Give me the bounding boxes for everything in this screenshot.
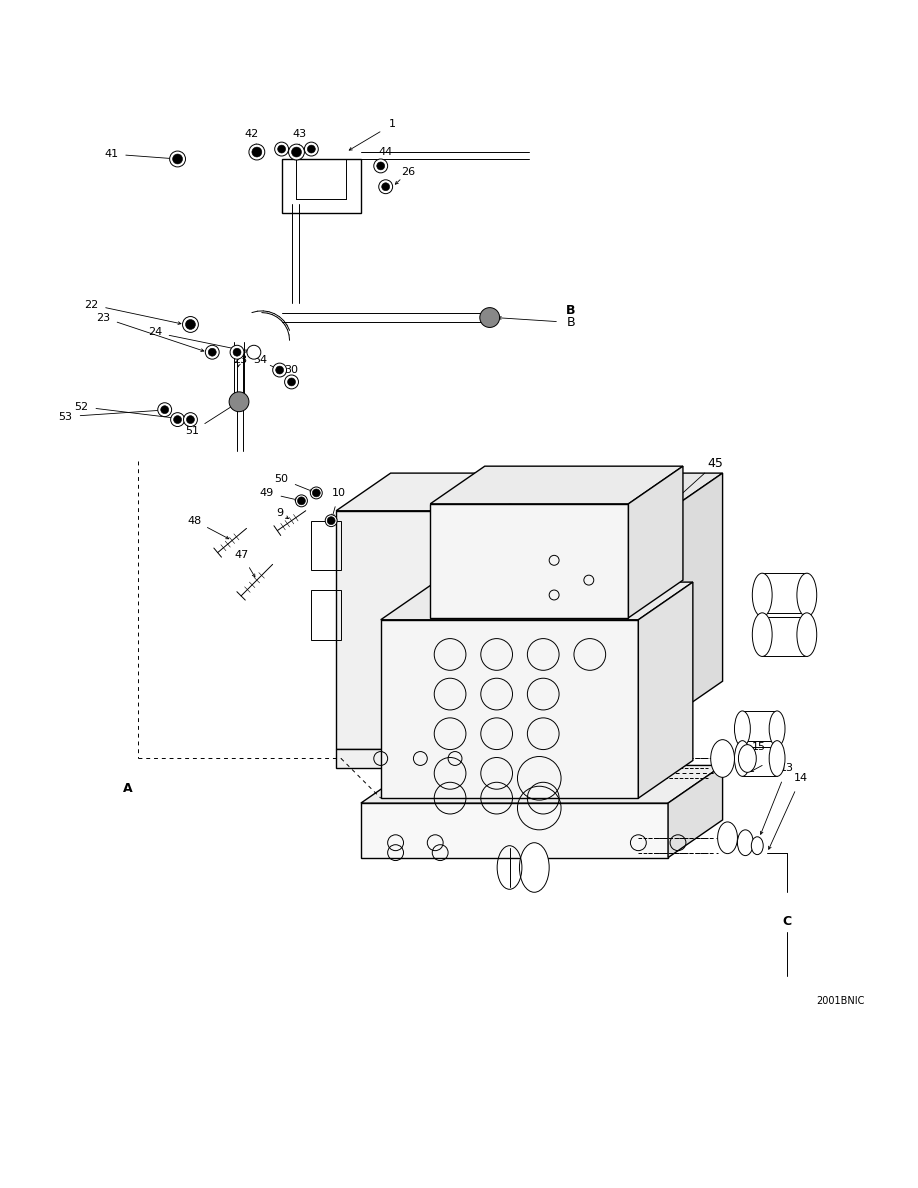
Text: 47: 47 (235, 550, 249, 561)
Circle shape (308, 145, 315, 153)
Circle shape (277, 145, 285, 153)
Polygon shape (638, 582, 693, 798)
Text: 2001BNIC: 2001BNIC (817, 997, 865, 1006)
Text: B: B (566, 304, 576, 317)
Ellipse shape (247, 346, 261, 359)
Ellipse shape (769, 710, 785, 746)
Circle shape (312, 489, 320, 497)
Text: 22: 22 (84, 299, 98, 310)
Ellipse shape (296, 495, 308, 507)
Text: 24: 24 (148, 328, 162, 337)
Ellipse shape (305, 143, 319, 156)
Text: 44: 44 (378, 147, 393, 157)
Polygon shape (431, 466, 683, 504)
Circle shape (173, 154, 183, 164)
Text: 49: 49 (260, 488, 274, 498)
Ellipse shape (310, 487, 322, 499)
Polygon shape (336, 748, 499, 769)
Ellipse shape (230, 346, 244, 359)
Circle shape (230, 392, 249, 412)
Ellipse shape (797, 573, 817, 617)
Polygon shape (431, 504, 629, 618)
Ellipse shape (183, 316, 198, 333)
Ellipse shape (737, 830, 754, 855)
Ellipse shape (379, 179, 393, 194)
Ellipse shape (285, 375, 298, 388)
Circle shape (186, 416, 195, 424)
Polygon shape (668, 765, 722, 858)
Ellipse shape (753, 613, 772, 657)
Text: 48: 48 (187, 516, 202, 525)
Ellipse shape (273, 364, 286, 377)
Ellipse shape (374, 159, 387, 173)
Polygon shape (668, 473, 722, 719)
Circle shape (287, 378, 296, 386)
Polygon shape (361, 803, 668, 858)
Circle shape (327, 517, 335, 525)
Text: 45: 45 (708, 456, 723, 469)
Polygon shape (381, 582, 693, 620)
Text: 13: 13 (780, 764, 794, 773)
Ellipse shape (170, 151, 185, 166)
Circle shape (252, 147, 262, 157)
Polygon shape (499, 473, 722, 511)
Text: 51: 51 (185, 426, 199, 436)
Circle shape (376, 162, 385, 170)
Ellipse shape (288, 144, 305, 160)
Ellipse shape (718, 822, 737, 854)
Text: 14: 14 (794, 773, 808, 783)
Ellipse shape (711, 740, 734, 777)
Ellipse shape (751, 836, 763, 854)
Text: 52: 52 (74, 402, 88, 412)
Circle shape (382, 183, 389, 191)
Circle shape (208, 348, 217, 356)
Ellipse shape (249, 144, 264, 160)
Circle shape (174, 416, 182, 424)
Circle shape (275, 366, 284, 374)
Circle shape (292, 147, 301, 157)
Ellipse shape (753, 573, 772, 617)
Text: 43: 43 (293, 129, 307, 139)
Ellipse shape (158, 403, 172, 417)
Text: 53: 53 (59, 411, 73, 422)
Polygon shape (361, 765, 722, 803)
Ellipse shape (325, 514, 337, 526)
Text: 30: 30 (285, 365, 298, 375)
Text: 23: 23 (233, 355, 247, 365)
Circle shape (480, 308, 499, 328)
Text: 1: 1 (389, 119, 396, 129)
Ellipse shape (206, 346, 219, 359)
Text: 54: 54 (252, 355, 267, 365)
Circle shape (233, 348, 241, 356)
Ellipse shape (769, 740, 785, 776)
Polygon shape (336, 473, 554, 511)
Text: A: A (123, 782, 133, 795)
Text: 41: 41 (104, 148, 118, 159)
Text: 46: 46 (768, 753, 782, 764)
Polygon shape (336, 511, 499, 748)
Ellipse shape (274, 143, 288, 156)
Circle shape (185, 320, 196, 329)
Ellipse shape (520, 842, 549, 892)
Circle shape (297, 497, 306, 505)
Text: 23: 23 (96, 312, 110, 322)
Ellipse shape (738, 745, 756, 772)
Ellipse shape (171, 412, 185, 426)
Text: C: C (782, 916, 791, 929)
Text: 10: 10 (332, 488, 346, 498)
Ellipse shape (734, 710, 750, 746)
Text: 50: 50 (274, 474, 288, 484)
Ellipse shape (797, 613, 817, 657)
Text: 26: 26 (401, 166, 416, 177)
Text: 15: 15 (752, 741, 767, 752)
Text: 9: 9 (276, 507, 284, 518)
Ellipse shape (734, 740, 750, 776)
Text: 42: 42 (245, 129, 259, 139)
Text: B: B (566, 316, 576, 329)
Polygon shape (381, 620, 638, 798)
Polygon shape (629, 466, 683, 618)
Ellipse shape (184, 412, 197, 426)
Circle shape (161, 406, 169, 413)
